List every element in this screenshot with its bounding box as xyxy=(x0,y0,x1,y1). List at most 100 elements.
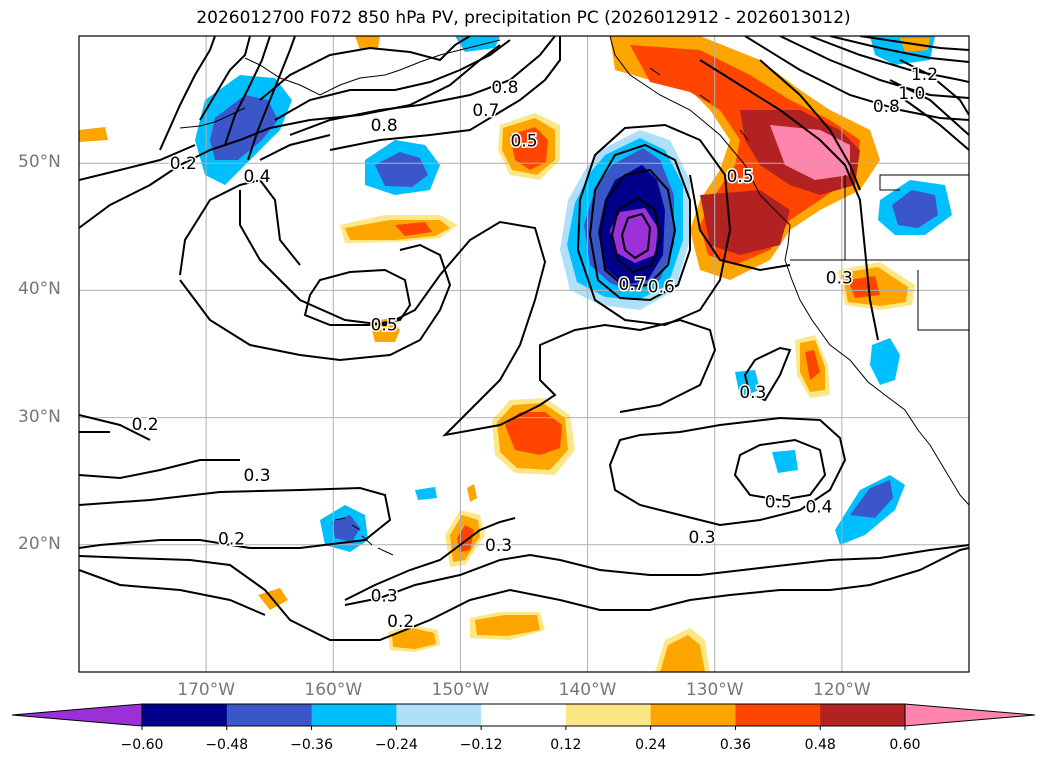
precip-positive-area xyxy=(475,615,540,636)
pv-contour xyxy=(79,547,969,641)
precip-positive-area xyxy=(395,222,432,236)
contour-label: 0.3 xyxy=(739,383,766,403)
contour-label: 0.8 xyxy=(371,116,398,136)
contour-label: 0.5 xyxy=(510,131,537,151)
pv-contour xyxy=(259,36,471,101)
pv-contour xyxy=(829,36,969,63)
pv-contour xyxy=(620,212,652,260)
latitude-label: 20°N xyxy=(18,533,61,554)
pv-contour xyxy=(598,168,677,289)
coastline xyxy=(179,107,246,129)
pv-contour xyxy=(743,346,792,402)
contour-label: 0.8 xyxy=(491,78,518,98)
coastline xyxy=(790,174,969,331)
map-frame xyxy=(78,35,970,673)
pv-contour xyxy=(329,36,561,151)
colorbar-tick-label: 0.12 xyxy=(550,737,582,753)
precip-positive-area xyxy=(79,127,108,142)
colorbar-tick-label: 0.60 xyxy=(889,737,921,753)
pv-contour xyxy=(608,416,847,527)
pv-contour xyxy=(588,143,691,302)
precip-positive-area xyxy=(660,635,705,672)
pv-contour xyxy=(779,36,969,99)
contour-label: 0.2 xyxy=(387,612,414,632)
map-title: 2026012700 F072 850 hPa PV, precipitatio… xyxy=(196,8,851,28)
pv-contour xyxy=(859,36,969,51)
pv-contour xyxy=(699,59,879,341)
colorbar-swatch xyxy=(735,704,821,726)
precip-positive-area xyxy=(700,190,790,255)
contour-label: 0.3 xyxy=(243,466,270,486)
coastlines xyxy=(179,36,969,556)
pv-contour xyxy=(610,196,662,274)
precip-negative-area xyxy=(870,338,900,385)
coastline xyxy=(609,36,969,506)
precip-positive-area xyxy=(355,36,380,50)
colorbar-tick-label: −0.48 xyxy=(205,737,249,753)
contour-label: 1.2 xyxy=(911,65,938,85)
pv-contour xyxy=(344,517,969,606)
contour-label: 1.0 xyxy=(898,84,925,104)
precip-positive-area xyxy=(630,45,860,265)
colorbar-tick-label: −0.24 xyxy=(374,737,418,753)
precip-positive-area xyxy=(505,412,562,455)
contour-label: 0.4 xyxy=(805,498,832,518)
longitude-label: 160°W xyxy=(304,680,363,700)
pv-contour xyxy=(79,44,501,229)
longitude-label: 120°W xyxy=(812,680,871,700)
precip-positive-area xyxy=(770,125,850,180)
precip-negative-area xyxy=(772,450,798,473)
pv-contour xyxy=(744,36,969,121)
colorbar-swatch xyxy=(820,704,906,726)
contour-label: 0.2 xyxy=(132,415,159,435)
pv-contours xyxy=(79,36,969,641)
pv-contour xyxy=(759,59,861,191)
colorbar-swatch xyxy=(226,704,313,726)
latitude-label: 50°N xyxy=(18,152,61,173)
pv-contour xyxy=(79,569,266,616)
pv-contour xyxy=(733,438,827,502)
colorbar-tick-label: −0.36 xyxy=(290,737,333,753)
pv-contour xyxy=(159,36,216,151)
latitude-label: 30°N xyxy=(18,406,61,427)
map-canvas: 0.2 0.4 0.8 0.8 0.7 0.5 0.5 0.2 0.3 0.2 0.3 0.2 0.3 0… xyxy=(78,35,970,673)
contour-label: 0.3 xyxy=(371,587,398,607)
pv-contour xyxy=(179,243,452,362)
colorbar-tick-label: 0.48 xyxy=(804,737,836,753)
latitude-label: 40°N xyxy=(18,279,61,300)
precip-positive-area xyxy=(392,628,436,649)
pv-contour xyxy=(889,59,969,151)
pv-contour xyxy=(289,36,556,136)
contour-label: 0.5 xyxy=(727,167,754,187)
pv-contour xyxy=(179,178,301,276)
precip-negative-area xyxy=(375,152,428,187)
precip-positive-area xyxy=(848,276,880,298)
colorbar-tick-label: −0.12 xyxy=(459,737,503,753)
precip-negative-area xyxy=(332,515,360,542)
contour-label: 0.5 xyxy=(765,493,792,513)
precip-negative-area xyxy=(892,190,938,228)
pv-contour xyxy=(259,134,331,161)
colorbar-swatch xyxy=(650,704,736,726)
contour-label: 0.3 xyxy=(485,536,512,556)
pv-contour xyxy=(79,414,151,441)
pv-contour xyxy=(199,36,251,121)
colorbar-tick-label: 0.36 xyxy=(719,737,752,753)
coastline xyxy=(334,517,394,556)
coastline xyxy=(244,39,501,96)
longitude-label: 170°W xyxy=(177,680,236,700)
pv-contour xyxy=(303,268,412,326)
precip-negative-area xyxy=(850,480,893,518)
precip-positive-area xyxy=(805,350,820,380)
contour-label: 0.6 xyxy=(648,278,675,298)
colorbar-swatch xyxy=(396,704,482,726)
longitude-label: 150°W xyxy=(431,680,490,700)
precip-positive-area xyxy=(467,484,477,502)
contour-label: 0.2 xyxy=(218,529,245,549)
colorbar-swatch xyxy=(142,704,228,726)
pv-contour xyxy=(79,459,392,549)
colorbar-extend-high xyxy=(904,703,1036,727)
precip-positive-area xyxy=(510,127,548,170)
longitude-label: 130°W xyxy=(685,680,744,700)
contour-label: 0.4 xyxy=(243,167,270,187)
